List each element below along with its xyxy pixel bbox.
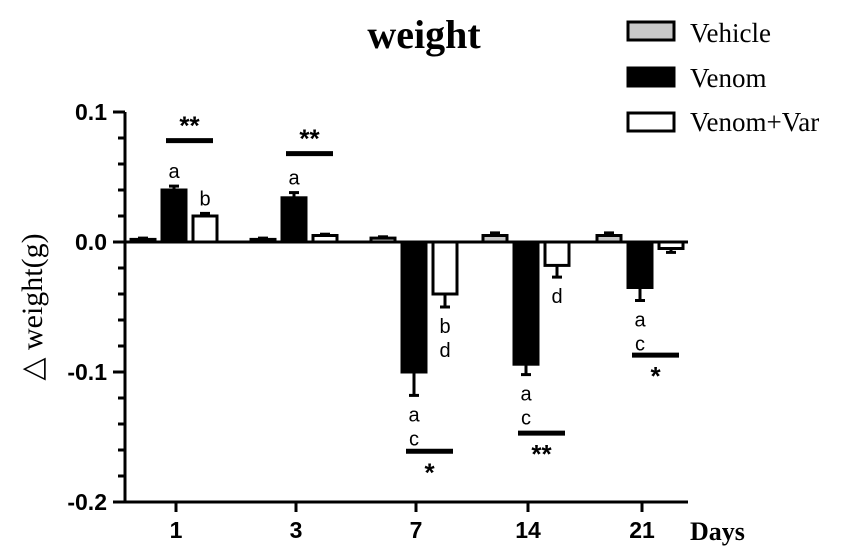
bar-venom-var	[311, 234, 339, 244]
bar-venom	[400, 240, 428, 374]
x-tick-label: 14	[515, 517, 541, 543]
legend: Vehicle Venom Venom+Var	[626, 18, 819, 137]
legend-label-venom-var: Venom+Var	[690, 107, 819, 137]
y-tick-label: -0.1	[67, 359, 107, 385]
bar-vehicle	[481, 234, 509, 244]
bar-venom	[626, 240, 654, 289]
x-tick-label: 7	[410, 517, 423, 543]
bars	[129, 184, 685, 397]
significance-letter: a	[288, 168, 300, 190]
significance-stars: **	[531, 439, 552, 469]
legend-swatch-venom	[626, 66, 676, 88]
x-axis-label: Days	[690, 517, 745, 546]
significance-stars: **	[299, 124, 320, 154]
x-tick-label: 3	[290, 517, 303, 543]
y-axis-label: △ weight(g)	[16, 233, 49, 380]
significance-letter: a	[168, 161, 180, 183]
bar-vehicle	[595, 234, 623, 244]
significance-stars: *	[650, 361, 661, 391]
bar-venom-var	[431, 240, 459, 296]
significance-stars: **	[179, 111, 200, 141]
bar-venom	[160, 188, 188, 244]
significance-letter: a	[408, 404, 420, 426]
y-tick-label: 0.0	[75, 229, 107, 255]
significance-letter: b	[439, 316, 450, 338]
bar-venom-var	[657, 240, 685, 250]
significance-letter: c	[409, 428, 419, 450]
bar-vehicle	[249, 237, 277, 244]
x-tick-label: 1	[170, 517, 183, 543]
significance-letter: d	[439, 340, 450, 362]
legend-swatch-vehicle	[626, 20, 676, 42]
significance-stars: *	[424, 457, 435, 487]
legend-label-venom: Venom	[690, 63, 767, 93]
legend-label-vehicle: Vehicle	[690, 18, 771, 48]
x-tick-label: 21	[629, 517, 655, 543]
bar-venom	[280, 196, 308, 244]
bar-venom	[512, 240, 540, 366]
significance-letter: c	[521, 408, 531, 430]
significance-letter: a	[634, 310, 646, 332]
significance-letter: c	[635, 334, 645, 356]
y-tick-label: 0.1	[75, 99, 107, 125]
bar-venom-var	[543, 240, 571, 267]
bar-venom-var	[191, 214, 219, 244]
y-axis: 0.1 0.0 -0.1 -0.2	[67, 99, 127, 515]
legend-swatch-venom-var	[626, 111, 676, 133]
bar-vehicle	[369, 236, 397, 244]
chart-title: weight	[367, 12, 481, 57]
significance-letter: d	[551, 286, 562, 308]
y-tick-label: -0.2	[67, 489, 107, 515]
bar-vehicle	[129, 237, 157, 244]
significance-letter: a	[520, 384, 532, 406]
significance-letter: b	[199, 188, 210, 210]
